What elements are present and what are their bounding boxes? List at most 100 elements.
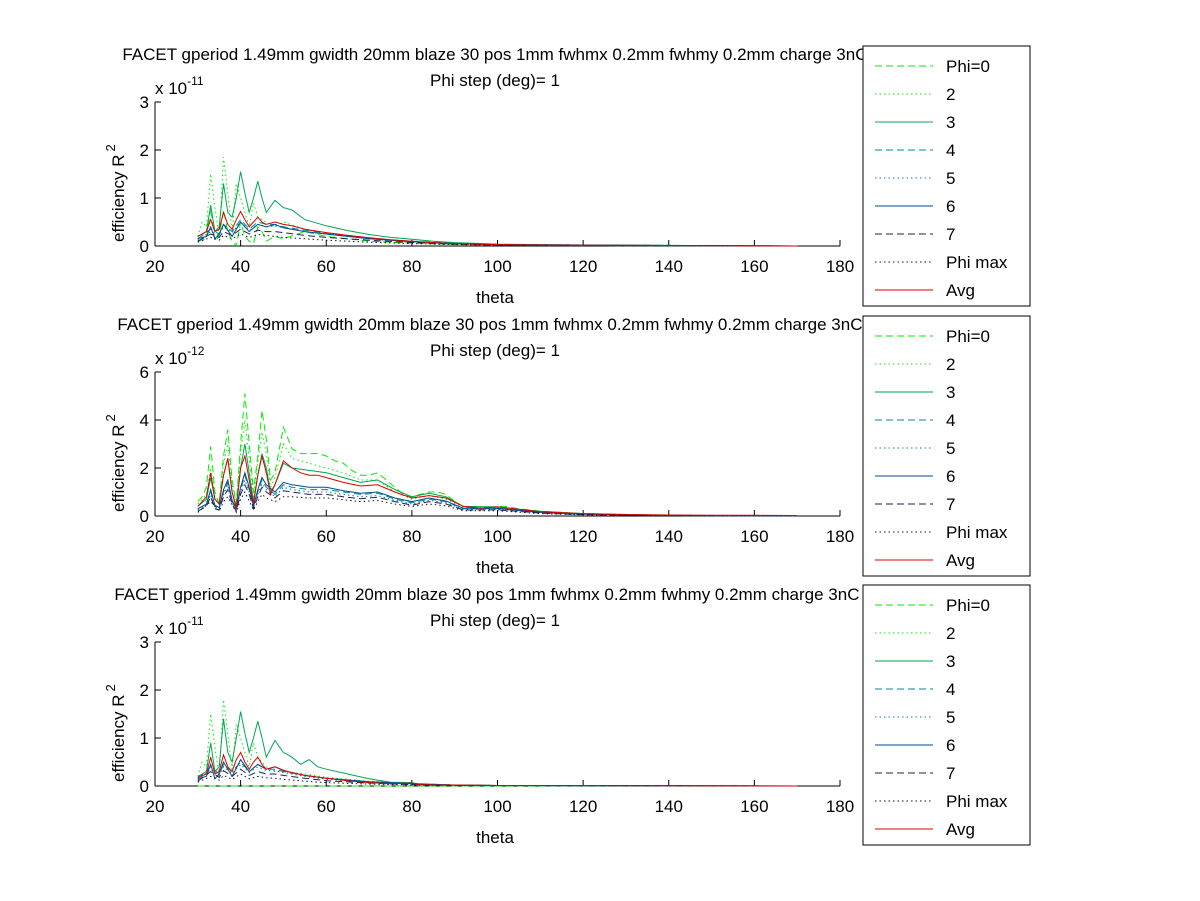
series-line-5 xyxy=(197,478,798,517)
y-axis-label-text: efficiency R xyxy=(109,694,128,782)
x-tick-label: 80 xyxy=(402,257,421,276)
legend-3: Phi=0 2 3 4 5 6 7 Phi max Avg xyxy=(862,584,1031,846)
legend-label: 5 xyxy=(946,439,955,458)
legend-label: Phi max xyxy=(946,253,1008,272)
y-exponent-label: x 10-11 xyxy=(155,614,204,638)
series-line-9 xyxy=(197,210,798,247)
legend-label: Phi=0 xyxy=(946,57,990,76)
legend-label: 6 xyxy=(946,736,955,755)
legend-label: 7 xyxy=(946,764,955,783)
legend-2: Phi=0 2 3 4 5 6 7 Phi max Avg xyxy=(862,315,1031,577)
y-tick-label: 2 xyxy=(140,459,149,478)
legend-box xyxy=(862,584,1031,846)
subplot-2: FACET gperiod 1.49mm gwidth 20mm blaze 3… xyxy=(103,315,963,577)
series-line-6 xyxy=(197,471,798,517)
legend-1: Phi=0 2 3 4 5 6 7 Phi max Avg xyxy=(862,45,1031,307)
legend-box xyxy=(862,45,1031,307)
x-tick-label: 160 xyxy=(740,797,768,816)
y-axis-label-sup: 2 xyxy=(103,684,118,691)
series-line-2 xyxy=(197,419,798,517)
y-exponent-label: x 10-12 xyxy=(155,344,205,368)
y-exponent-label: x 10-11 xyxy=(155,74,204,98)
legend-label: 4 xyxy=(946,141,955,160)
x-tick-label: 120 xyxy=(569,257,597,276)
chart-subtitle: Phi step (deg)= 1 xyxy=(430,341,560,360)
y-axis-label: efficiency R 2 xyxy=(103,414,128,512)
y-axis-label-sup: 2 xyxy=(103,144,118,151)
legend-label: 6 xyxy=(946,197,955,216)
y-tick-label: 0 xyxy=(140,777,149,796)
legend-label: 2 xyxy=(946,355,955,374)
x-tick-label: 100 xyxy=(483,257,511,276)
x-tick-label: 120 xyxy=(569,797,597,816)
legend-label: 6 xyxy=(946,467,955,486)
subplot-3: FACET gperiod 1.49mm gwidth 20mm blaze 3… xyxy=(103,585,960,847)
x-tick-label: 80 xyxy=(402,527,421,546)
legend-label: Phi max xyxy=(946,792,1008,811)
y-exponent-power: -11 xyxy=(187,74,204,88)
plots-layer: FACET gperiod 1.49mm gwidth 20mm blaze 3… xyxy=(103,45,968,847)
legend-label: 3 xyxy=(946,113,955,132)
legend-label: 5 xyxy=(946,169,955,188)
x-tick-label: 100 xyxy=(483,527,511,546)
x-tick-label: 40 xyxy=(231,527,250,546)
y-tick-label: 2 xyxy=(140,141,149,160)
y-axis-label: efficiency R 2 xyxy=(103,684,128,782)
y-axis-label-text: efficiency R xyxy=(109,424,128,512)
x-tick-label: 160 xyxy=(740,257,768,276)
legend-label: 4 xyxy=(946,680,955,699)
y-axis-label-sup: 2 xyxy=(103,414,118,421)
legend-label: 7 xyxy=(946,225,955,244)
x-tick-label: 20 xyxy=(146,257,165,276)
y-tick-label: 0 xyxy=(140,237,149,256)
y-tick-label: 0 xyxy=(140,507,149,526)
x-tick-label: 140 xyxy=(655,257,683,276)
x-tick-label: 40 xyxy=(231,797,250,816)
y-tick-label: 1 xyxy=(140,729,149,748)
series-line-5 xyxy=(197,221,798,247)
x-tick-label: 140 xyxy=(655,527,683,546)
x-tick-label: 60 xyxy=(317,257,336,276)
chart-title: FACET gperiod 1.49mm gwidth 20mm blaze 3… xyxy=(122,45,967,64)
x-tick-label: 100 xyxy=(483,797,511,816)
chart-subtitle: Phi step (deg)= 1 xyxy=(430,71,560,90)
legend-label: 7 xyxy=(946,495,955,514)
y-exponent-base: x 10 xyxy=(155,619,187,638)
legend-label: Phi max xyxy=(946,523,1008,542)
y-tick-label: 6 xyxy=(140,363,149,382)
x-axis-label: theta xyxy=(476,288,514,307)
chart-subtitle: Phi step (deg)= 1 xyxy=(430,611,560,630)
x-tick-label: 180 xyxy=(826,527,854,546)
y-tick-label: 1 xyxy=(140,189,149,208)
legend-label: 2 xyxy=(946,624,955,643)
y-axis-label-text: efficiency R xyxy=(109,154,128,242)
x-tick-label: 140 xyxy=(655,797,683,816)
legend-label: Avg xyxy=(946,820,975,839)
chart-title: FACET gperiod 1.49mm gwidth 20mm blaze 3… xyxy=(114,585,959,604)
legend-label: 3 xyxy=(946,652,955,671)
x-axis-label: theta xyxy=(476,828,514,847)
series-line-9 xyxy=(197,751,798,787)
x-tick-label: 40 xyxy=(231,257,250,276)
y-exponent-base: x 10 xyxy=(155,349,187,368)
legend-label: 3 xyxy=(946,383,955,402)
x-tick-label: 60 xyxy=(317,527,336,546)
x-tick-label: 180 xyxy=(826,797,854,816)
legend-label: Avg xyxy=(946,551,975,570)
series-line-7 xyxy=(197,768,798,787)
legend-label: 4 xyxy=(946,411,955,430)
x-tick-label: 60 xyxy=(317,797,336,816)
legend-label: 5 xyxy=(946,708,955,727)
y-exponent-base: x 10 xyxy=(155,79,187,98)
y-tick-label: 3 xyxy=(140,93,149,112)
legends-layer: Phi=0 2 3 4 5 6 7 Phi max Avg Phi=0 2 3 4 5 6 7 Phi max A… xyxy=(862,45,1031,846)
y-axis-label: efficiency R 2 xyxy=(103,144,128,242)
y-exponent-power: -12 xyxy=(187,344,205,358)
y-exponent-power: -11 xyxy=(187,614,204,628)
y-tick-label: 2 xyxy=(140,681,149,700)
chart-title: FACET gperiod 1.49mm gwidth 20mm blaze 3… xyxy=(117,315,962,334)
legend-label: Avg xyxy=(946,281,975,300)
legend-label: Phi=0 xyxy=(946,596,990,615)
legend-box xyxy=(862,315,1031,577)
